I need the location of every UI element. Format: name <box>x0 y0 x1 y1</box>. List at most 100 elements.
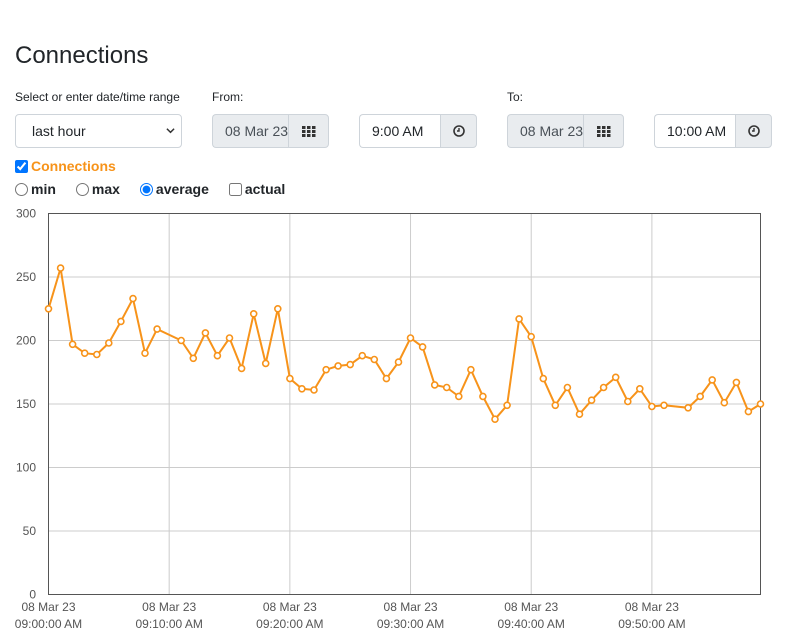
data-point <box>382 374 391 383</box>
x-tick-time: 09:30:00 AM <box>377 617 444 631</box>
data-point <box>732 378 741 387</box>
data-point <box>310 386 318 394</box>
data-point <box>370 355 379 364</box>
y-tick-label: 100 <box>16 461 36 475</box>
range-select-value: last hour <box>32 123 86 139</box>
data-point <box>153 325 161 333</box>
from-time-input[interactable]: 9:00 AM <box>359 114 440 148</box>
to-date-input[interactable]: 08 Mar 23 <box>507 114 583 148</box>
data-point <box>177 336 185 345</box>
data-point <box>201 329 210 337</box>
mode-max[interactable]: max <box>75 181 120 197</box>
data-point <box>213 351 222 360</box>
mode-average-label: average <box>155 181 209 197</box>
data-point <box>623 397 632 406</box>
range-label: Select or enter date/time range <box>15 90 180 104</box>
data-point <box>491 415 499 424</box>
data-point <box>249 309 258 318</box>
data-point <box>430 381 439 389</box>
mode-average-radio[interactable] <box>139 182 153 196</box>
data-point <box>286 374 294 383</box>
data-point <box>225 334 234 342</box>
from-date-group: 08 Mar 23 <box>212 114 329 148</box>
data-point <box>105 339 113 347</box>
data-point <box>648 402 656 411</box>
y-tick-label: 0 <box>29 588 36 602</box>
to-time-input[interactable]: 10:00 AM <box>654 114 735 148</box>
data-point <box>660 401 668 410</box>
data-point <box>56 264 65 272</box>
y-tick-label: 50 <box>23 524 37 538</box>
data-point <box>599 383 608 392</box>
data-point <box>442 383 451 392</box>
data-point <box>696 392 705 401</box>
data-point <box>527 332 536 341</box>
data-point <box>684 403 692 412</box>
data-point <box>334 362 342 370</box>
data-point <box>418 343 427 351</box>
data-point <box>346 360 355 369</box>
data-point <box>635 384 644 393</box>
x-axis-ticks: 08 Mar 23 09:00:00 AM 08 Mar 23 09:10:00 AM… <box>15 600 686 631</box>
from-calendar-button[interactable] <box>288 114 329 148</box>
data-point <box>756 400 765 408</box>
data-point <box>551 401 560 410</box>
x-tick-time: 09:50:00 AM <box>618 617 685 631</box>
clock-icon <box>452 125 465 137</box>
mode-actual-checkbox[interactable] <box>228 182 242 196</box>
mode-actual[interactable]: actual <box>228 181 286 197</box>
data-point <box>503 401 511 410</box>
y-axis-ticks: 0 50 100 150 200 250 300 <box>16 207 36 602</box>
x-tick-date: 08 Mar 23 <box>384 600 438 614</box>
range-select[interactable]: last hour <box>15 114 182 148</box>
data-point <box>720 398 729 407</box>
from-date-input[interactable]: 08 Mar 23 <box>212 114 288 148</box>
page-title: Connections <box>15 42 149 69</box>
mode-max-radio[interactable] <box>75 182 89 196</box>
data-point <box>117 317 125 326</box>
to-label: To: <box>507 90 524 104</box>
data-point <box>298 384 306 393</box>
series-toggle-row: Connections <box>15 158 116 174</box>
series-points <box>44 264 765 424</box>
y-tick-label: 150 <box>16 397 36 411</box>
data-point <box>322 365 330 374</box>
data-point <box>744 407 753 416</box>
mode-min-radio[interactable] <box>15 182 28 196</box>
data-point <box>587 396 596 405</box>
from-time-group: 9:00 AM <box>359 114 477 148</box>
data-point <box>406 334 415 342</box>
data-point <box>273 304 282 313</box>
data-point <box>515 315 523 323</box>
clock-icon <box>747 125 760 137</box>
data-point <box>358 351 367 360</box>
data-point <box>93 350 101 359</box>
to-time-group: 10:00 AM <box>654 114 772 148</box>
data-point <box>479 392 487 401</box>
from-label: From: <box>212 90 244 104</box>
mode-actual-label: actual <box>244 181 286 197</box>
x-tick-time: 09:40:00 AM <box>498 617 565 631</box>
x-tick-date: 08 Mar 23 <box>504 600 558 614</box>
to-calendar-button[interactable] <box>583 114 624 148</box>
x-tick-time: 09:20:00 AM <box>256 617 323 631</box>
data-point <box>467 365 475 374</box>
x-tick-date: 08 Mar 23 <box>142 600 196 614</box>
data-point <box>129 294 137 303</box>
data-point <box>575 410 584 419</box>
data-point <box>708 376 717 384</box>
connections-checkbox[interactable] <box>15 159 28 173</box>
connections-label[interactable]: Connections <box>31 158 116 174</box>
mode-min[interactable]: min <box>15 181 56 197</box>
mode-options: min max average actual <box>15 181 305 197</box>
y-tick-label: 300 <box>16 207 36 221</box>
mode-average[interactable]: average <box>139 181 209 197</box>
data-point <box>68 340 77 349</box>
calendar-grid-icon <box>596 125 610 137</box>
mode-max-label: max <box>91 181 120 197</box>
to-date-group: 08 Mar 23 <box>507 114 624 148</box>
from-clock-button[interactable] <box>440 114 477 148</box>
x-tick-date: 08 Mar 23 <box>21 600 75 614</box>
to-clock-button[interactable] <box>735 114 772 148</box>
